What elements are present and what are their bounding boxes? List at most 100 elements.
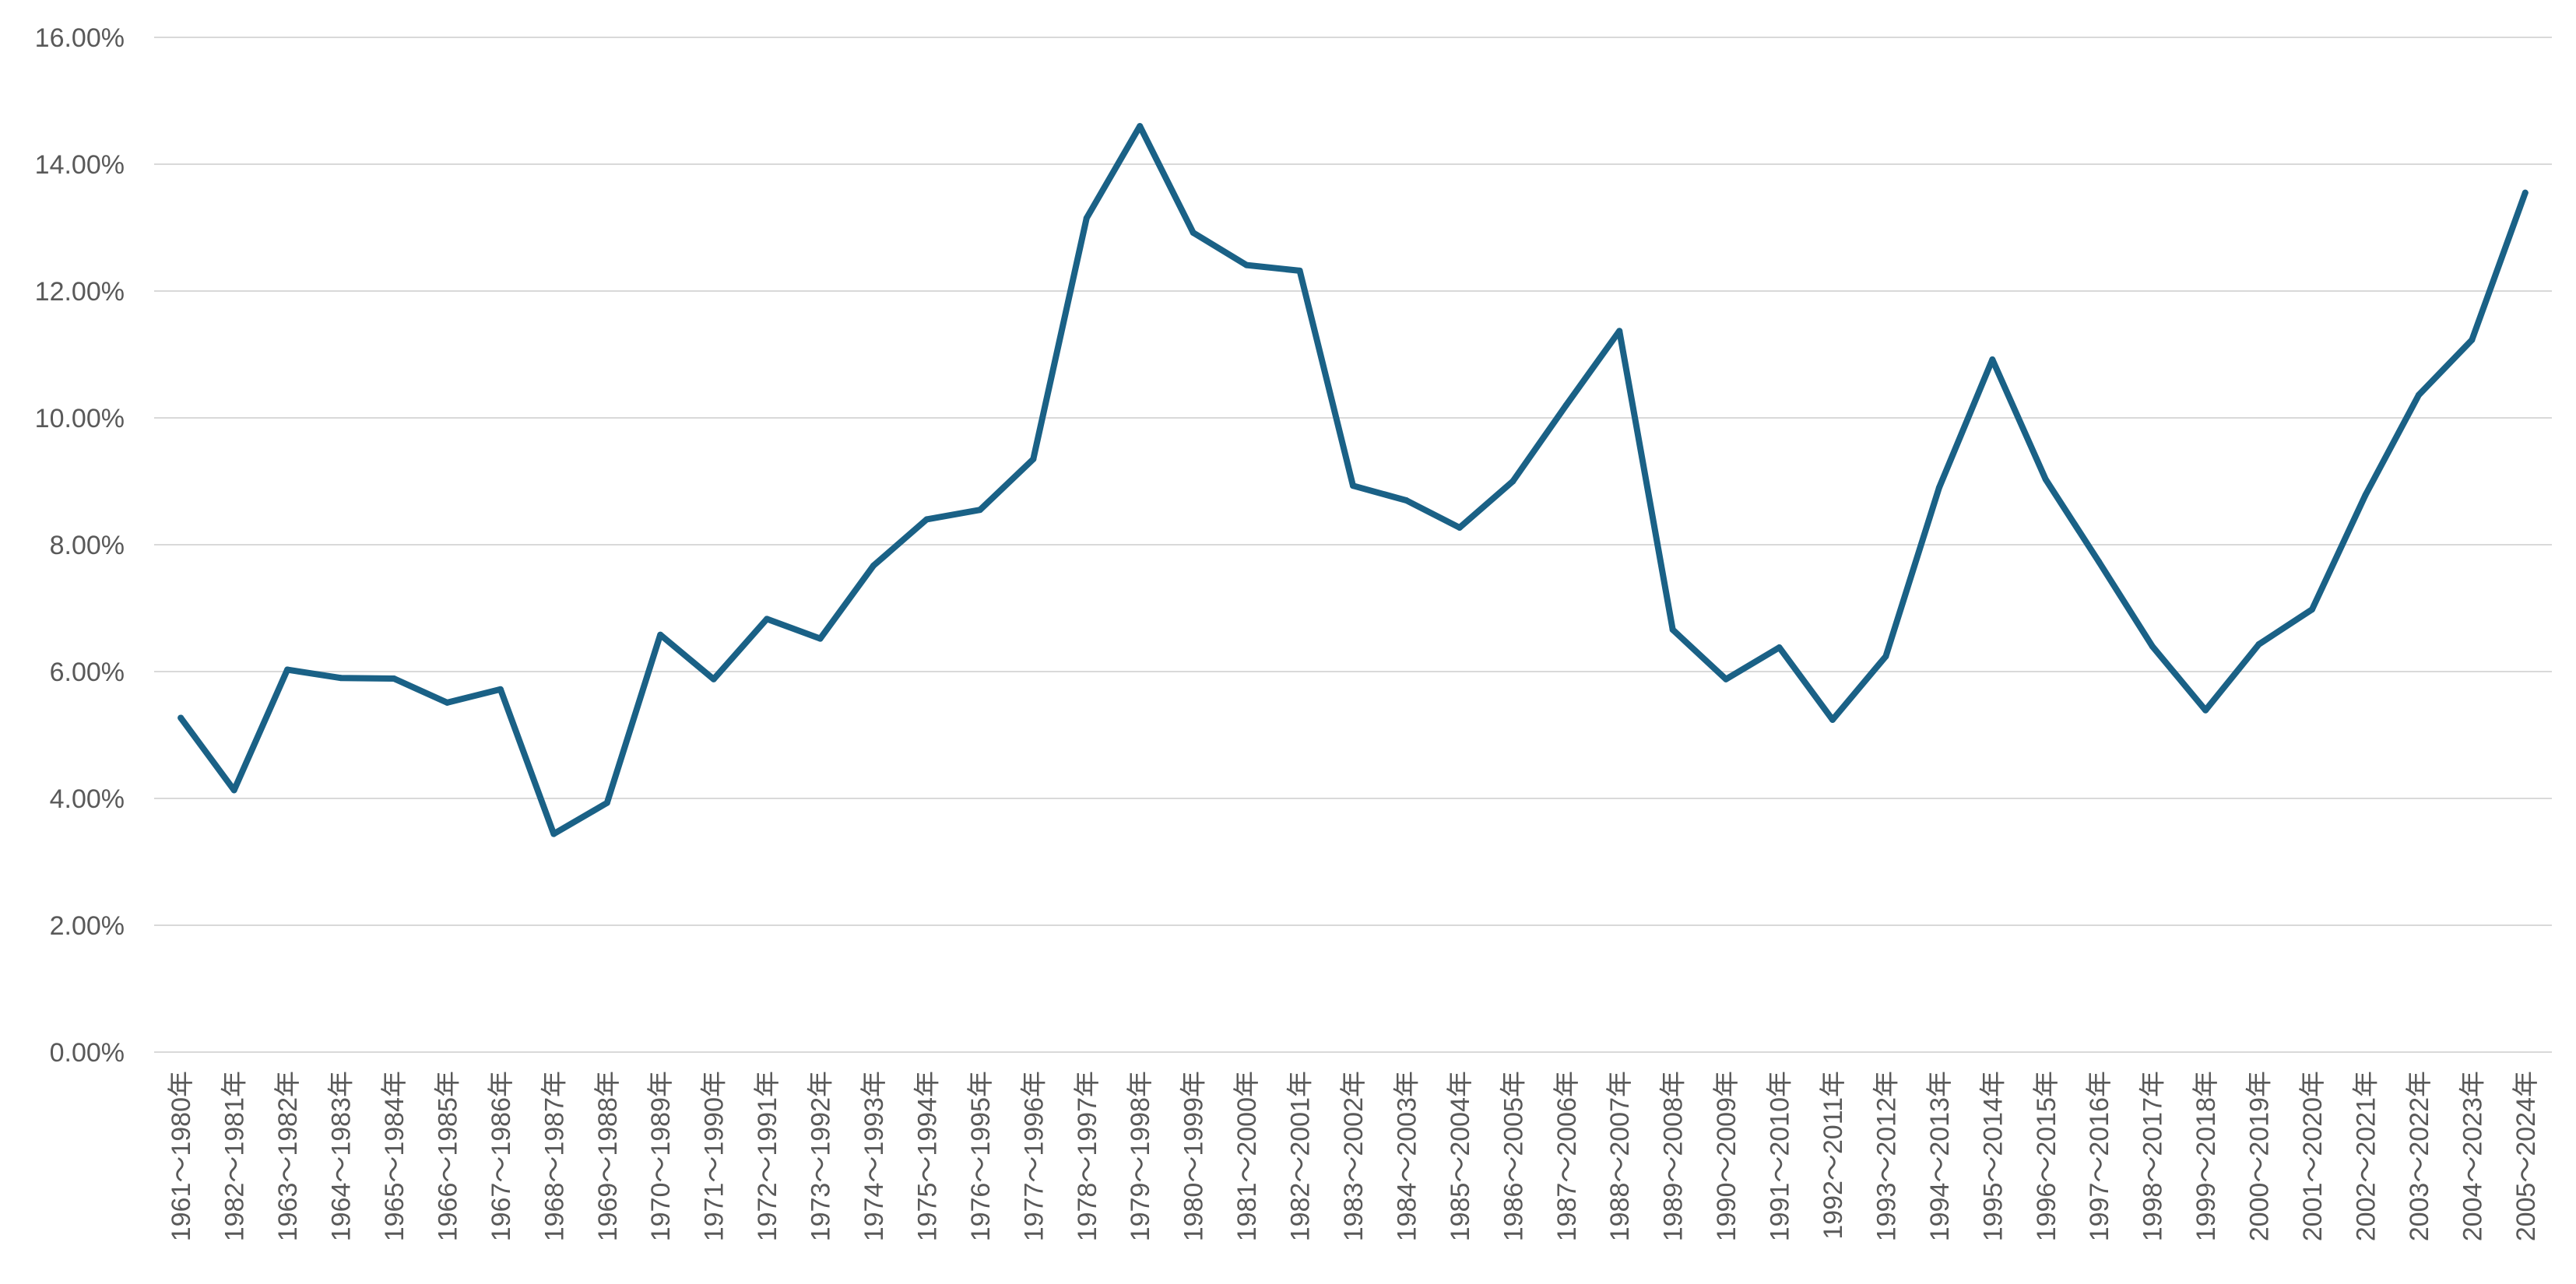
x-tick-label: 1991～2010年 bbox=[1766, 1071, 1795, 1241]
data-point bbox=[923, 516, 930, 523]
x-tick-label: 1988～2007年 bbox=[1605, 1071, 1635, 1241]
data-point bbox=[1190, 230, 1197, 237]
x-tick-label: 1984～2003年 bbox=[1392, 1071, 1422, 1241]
x-tick-label: 1990～2009年 bbox=[1712, 1071, 1741, 1241]
data-point bbox=[2149, 643, 2156, 650]
data-point bbox=[1456, 524, 1463, 531]
data-point bbox=[444, 699, 451, 706]
data-point bbox=[2469, 336, 2476, 343]
x-tick-label: 1976～1995年 bbox=[966, 1071, 996, 1241]
data-point bbox=[1829, 716, 1836, 723]
data-point bbox=[1243, 261, 1250, 268]
y-tick-label: 8.00% bbox=[50, 531, 125, 560]
x-tick-label: 1999～2018年 bbox=[2191, 1071, 2221, 1241]
x-tick-label: 1987～2006年 bbox=[1552, 1071, 1582, 1241]
x-tick-label: 1975～1994年 bbox=[912, 1071, 942, 1241]
x-tick-label: 2000～2019年 bbox=[2245, 1071, 2275, 1241]
x-tick-label: 1993～2012年 bbox=[1871, 1071, 1901, 1241]
data-point bbox=[2255, 640, 2262, 647]
data-point bbox=[710, 675, 717, 682]
x-tick-label: 2005～2024年 bbox=[2511, 1071, 2541, 1241]
gridlines bbox=[154, 37, 2552, 1053]
x-tick-label: 1974～1993年 bbox=[859, 1071, 889, 1241]
x-tick-label: 1966～1985年 bbox=[433, 1071, 462, 1241]
x-tick-label: 1994～2013年 bbox=[1925, 1071, 1955, 1241]
x-tick-label: 1986～2005年 bbox=[1499, 1071, 1528, 1241]
x-tick-label: 1980～1999年 bbox=[1179, 1071, 1209, 1241]
y-tick-label: 0.00% bbox=[50, 1038, 125, 1068]
data-point bbox=[2042, 476, 2049, 483]
data-point bbox=[657, 631, 664, 638]
y-tick-label: 16.00% bbox=[35, 23, 125, 53]
x-tick-label: 1977～1996年 bbox=[1019, 1071, 1049, 1241]
x-tick-label: 1969～1988年 bbox=[593, 1071, 623, 1241]
series-line bbox=[177, 123, 2529, 837]
data-point bbox=[1723, 675, 1730, 682]
data-point bbox=[497, 686, 504, 693]
data-point bbox=[1137, 123, 1144, 130]
x-tick-label: 1995～2014年 bbox=[1978, 1071, 2008, 1241]
data-point bbox=[337, 675, 344, 682]
x-tick-label: 1978～1997年 bbox=[1073, 1071, 1102, 1241]
y-tick-label: 14.00% bbox=[35, 150, 125, 180]
data-point bbox=[1083, 215, 1090, 222]
data-point bbox=[2202, 707, 2209, 714]
x-tick-label: 1982～2001年 bbox=[1286, 1071, 1316, 1241]
data-point bbox=[603, 799, 610, 806]
data-point bbox=[1030, 455, 1037, 462]
x-tick-label: 1971～1990年 bbox=[700, 1071, 729, 1241]
x-tick-label: 1970～1989年 bbox=[646, 1071, 676, 1241]
data-point bbox=[550, 830, 557, 837]
data-point bbox=[391, 675, 397, 682]
x-axis-tick-labels: 1961～1980年 1982～1981年 1963～1982年 1964～1983年… bbox=[167, 1071, 2541, 1241]
x-tick-label: 1968～1987年 bbox=[539, 1071, 569, 1241]
data-point bbox=[177, 714, 185, 721]
x-tick-label: 1983～2002年 bbox=[1339, 1071, 1369, 1241]
x-tick-label: 1998～2017年 bbox=[2138, 1071, 2168, 1241]
data-point bbox=[870, 562, 877, 569]
data-point bbox=[2309, 606, 2315, 613]
data-point bbox=[1776, 644, 1783, 651]
x-tick-label: 1979～1998年 bbox=[1126, 1071, 1155, 1241]
y-tick-label: 12.00% bbox=[35, 277, 125, 307]
x-tick-label: 1997～2016年 bbox=[2085, 1071, 2114, 1241]
data-point bbox=[1509, 478, 1516, 485]
data-point bbox=[2522, 189, 2529, 196]
data-point bbox=[1935, 484, 1942, 491]
data-point bbox=[230, 787, 237, 794]
y-tick-label: 6.00% bbox=[50, 658, 125, 687]
x-tick-label: 2004～2023年 bbox=[2458, 1071, 2487, 1241]
data-point bbox=[1562, 402, 1569, 409]
x-tick-label: 1992～2011年 bbox=[1819, 1071, 1848, 1240]
data-point bbox=[1296, 267, 1303, 274]
y-tick-label: 4.00% bbox=[50, 784, 125, 814]
x-tick-label: 1982～1981年 bbox=[220, 1071, 250, 1241]
x-tick-label: 1965～1984年 bbox=[380, 1071, 409, 1241]
x-tick-label: 1967～1986年 bbox=[487, 1071, 516, 1241]
y-axis-tick-labels: 0.00% 2.00% 4.00% 6.00% 8.00% 10.00% 12.00% 14.… bbox=[35, 23, 125, 1068]
data-point bbox=[976, 507, 983, 514]
x-tick-label: 1989～2008年 bbox=[1659, 1071, 1689, 1241]
x-tick-label: 2002～2021年 bbox=[2351, 1071, 2381, 1241]
x-tick-label: 1981～2000年 bbox=[1232, 1071, 1262, 1241]
data-point bbox=[1616, 328, 1623, 335]
data-point bbox=[2362, 492, 2369, 499]
x-tick-label: 1963～1982年 bbox=[273, 1071, 303, 1241]
data-point bbox=[1882, 653, 1889, 660]
x-tick-label: 1964～1983年 bbox=[327, 1071, 357, 1241]
data-point bbox=[1403, 496, 1410, 503]
x-tick-label: 1985～2004年 bbox=[1446, 1071, 1475, 1241]
data-point bbox=[817, 635, 824, 642]
series-layer bbox=[177, 123, 2529, 837]
data-point bbox=[764, 616, 771, 623]
y-tick-label: 2.00% bbox=[50, 911, 125, 941]
x-tick-label: 1973～1992年 bbox=[807, 1071, 836, 1241]
x-tick-label: 1996～2015年 bbox=[2032, 1071, 2061, 1241]
data-point bbox=[2096, 559, 2103, 566]
x-tick-label: 2003～2022年 bbox=[2405, 1071, 2434, 1241]
data-point bbox=[284, 666, 291, 673]
x-tick-label: 2001～2020年 bbox=[2298, 1071, 2328, 1241]
x-tick-label: 1972～1991年 bbox=[753, 1071, 782, 1241]
x-tick-label: 1961～1980年 bbox=[167, 1071, 196, 1241]
